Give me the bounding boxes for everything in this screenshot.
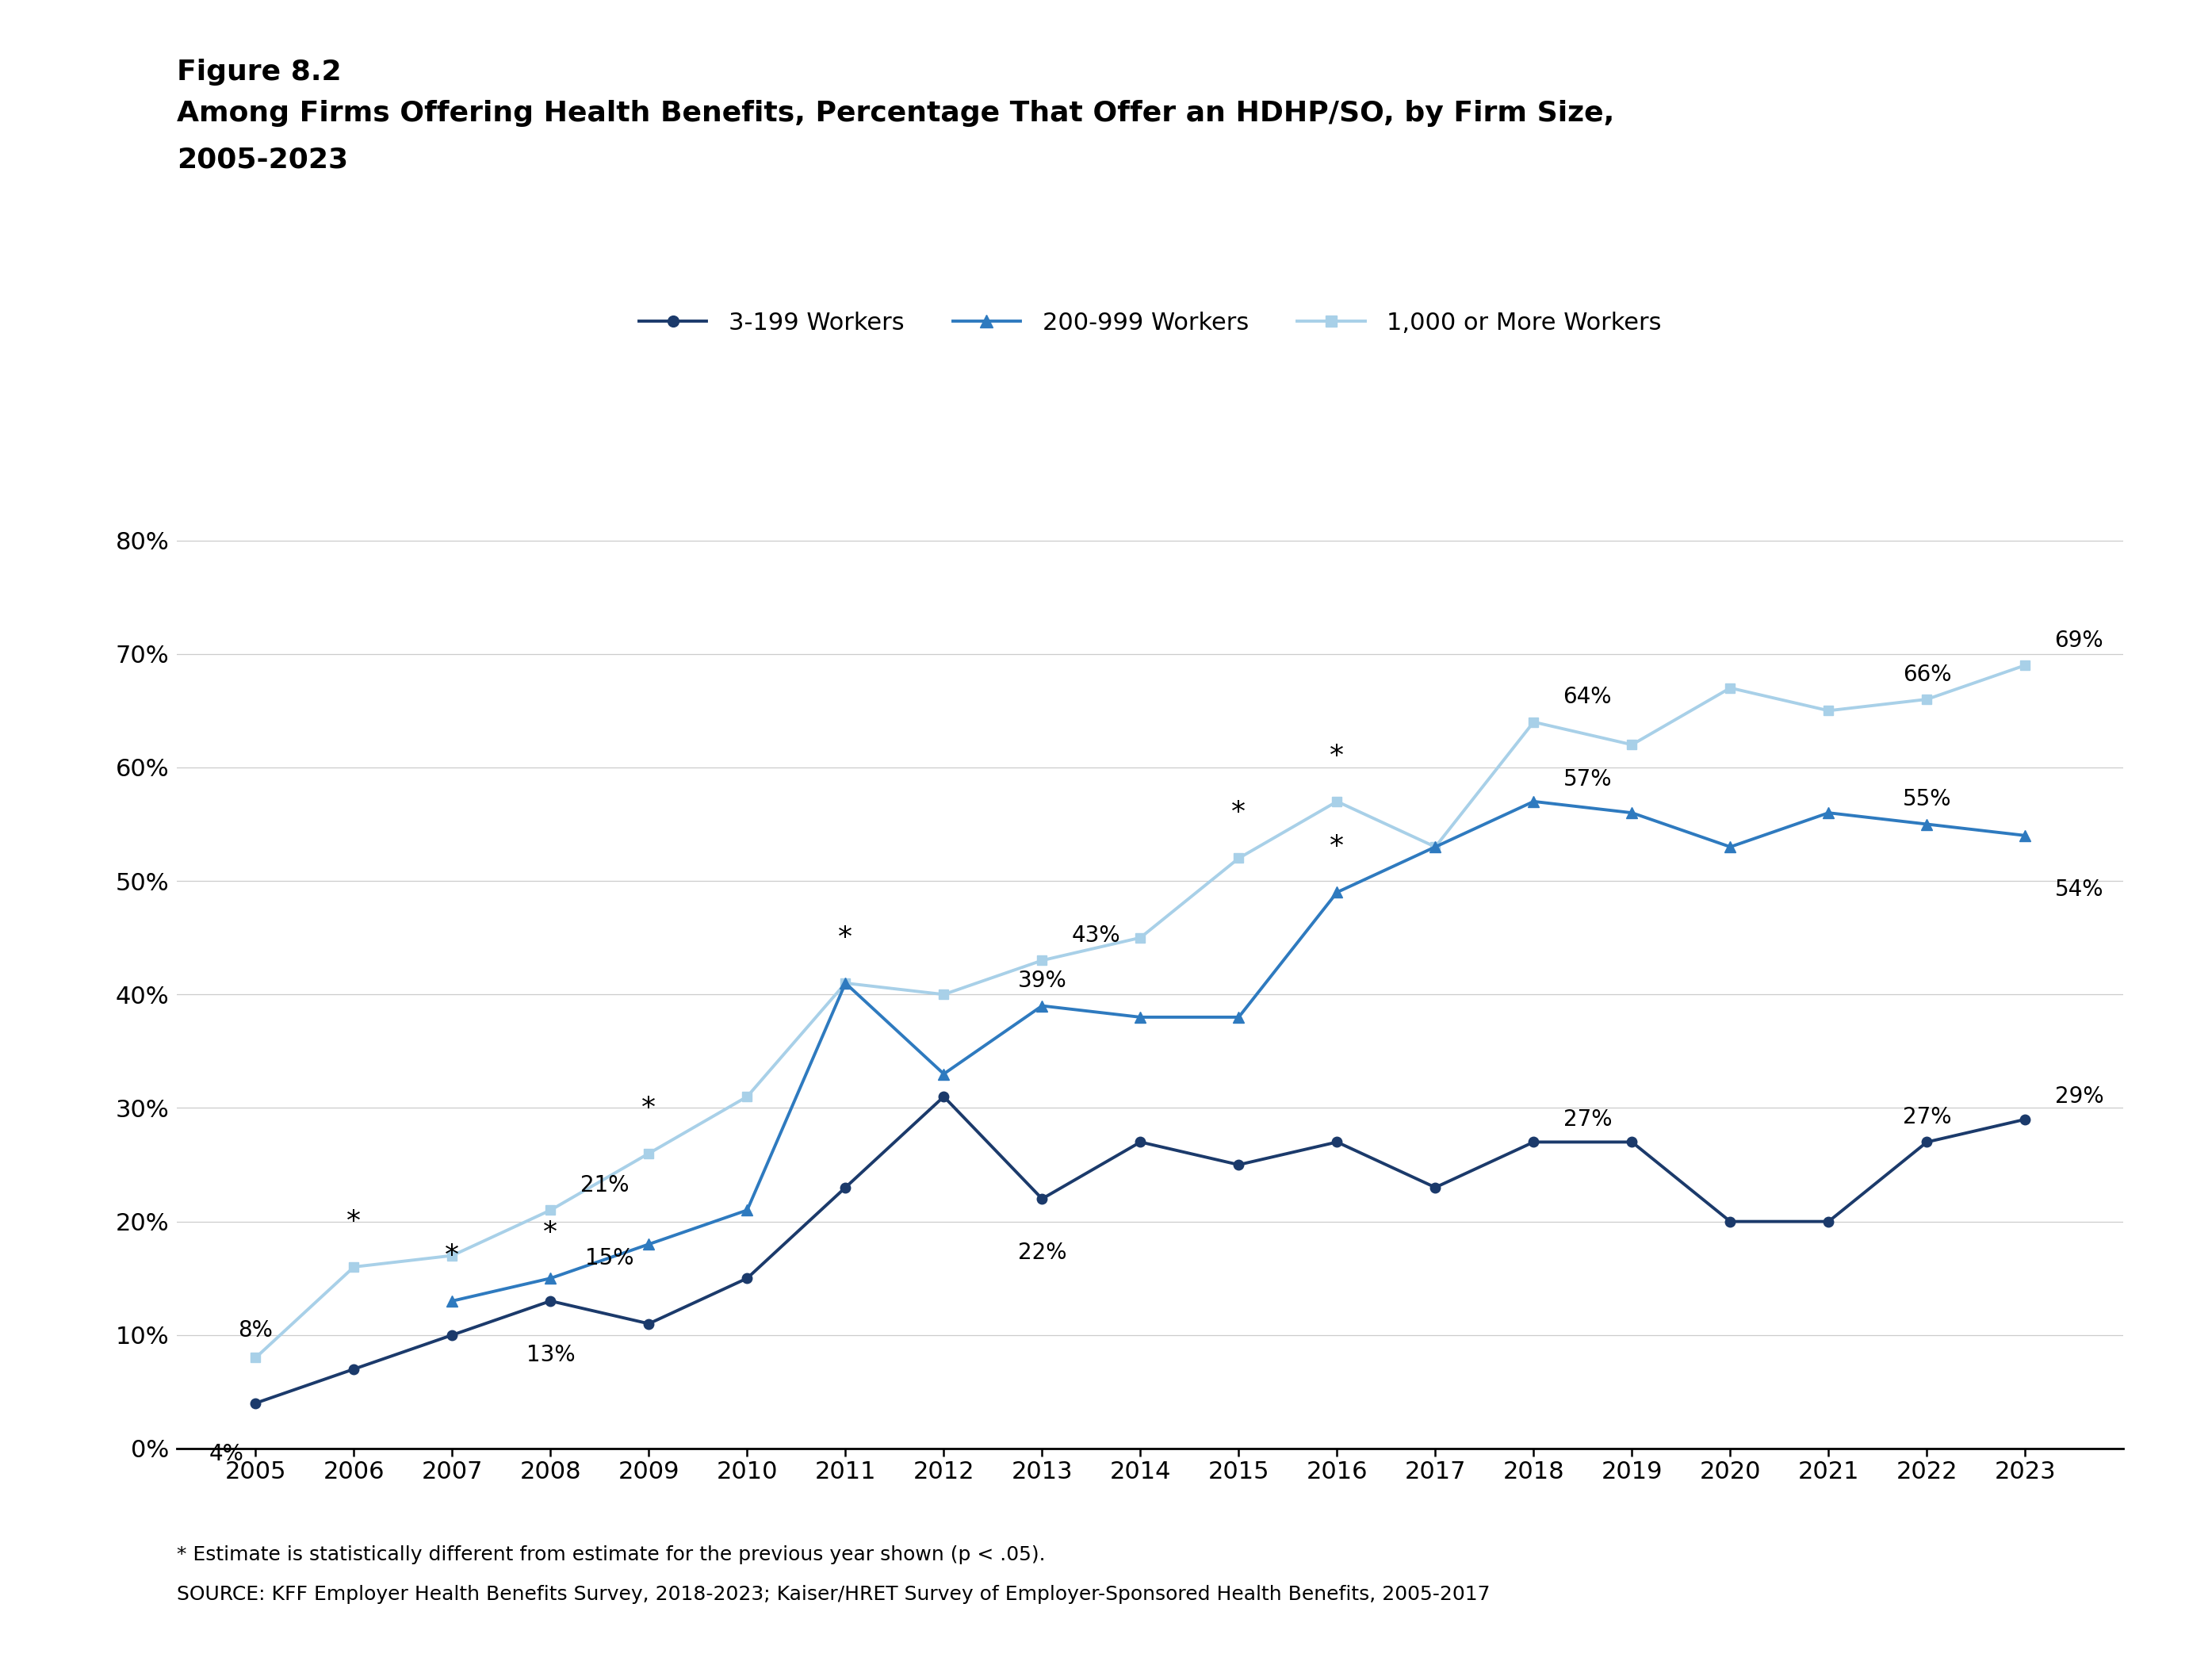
Text: *: *: [641, 1094, 657, 1122]
Text: 27%: 27%: [1902, 1106, 1951, 1129]
Text: SOURCE: KFF Employer Health Benefits Survey, 2018-2023; Kaiser/HRET Survey of Em: SOURCE: KFF Employer Health Benefits Sur…: [177, 1585, 1491, 1603]
Text: 8%: 8%: [239, 1320, 272, 1342]
Text: *: *: [544, 1219, 557, 1247]
Text: *: *: [838, 924, 852, 951]
Text: 4%: 4%: [208, 1444, 243, 1465]
Text: 2005-2023: 2005-2023: [177, 147, 347, 173]
Text: 55%: 55%: [1902, 788, 1951, 811]
Text: * Estimate is statistically different from estimate for the previous year shown : * Estimate is statistically different fr…: [177, 1545, 1046, 1563]
Text: 66%: 66%: [1902, 663, 1951, 686]
Text: 27%: 27%: [1564, 1109, 1613, 1131]
Text: 54%: 54%: [2055, 879, 2104, 901]
Text: 13%: 13%: [526, 1344, 575, 1367]
Text: 57%: 57%: [1564, 768, 1613, 791]
Text: 15%: 15%: [584, 1247, 633, 1269]
Legend: 3-199 Workers, 200-999 Workers, 1,000 or More Workers: 3-199 Workers, 200-999 Workers, 1,000 or…: [628, 301, 1672, 345]
Text: Figure 8.2: Figure 8.2: [177, 58, 341, 85]
Text: *: *: [1329, 834, 1345, 861]
Text: *: *: [1232, 799, 1245, 826]
Text: *: *: [347, 1209, 361, 1235]
Text: 39%: 39%: [1018, 971, 1066, 992]
Text: 21%: 21%: [580, 1174, 628, 1197]
Text: 22%: 22%: [1018, 1242, 1066, 1264]
Text: 69%: 69%: [2055, 629, 2104, 651]
Text: *: *: [1329, 743, 1345, 769]
Text: Among Firms Offering Health Benefits, Percentage That Offer an HDHP/SO, by Firm : Among Firms Offering Health Benefits, Pe…: [177, 100, 1615, 127]
Text: 29%: 29%: [2055, 1086, 2104, 1107]
Text: *: *: [445, 1242, 460, 1269]
Text: 43%: 43%: [1071, 924, 1121, 947]
Text: 64%: 64%: [1564, 686, 1613, 708]
